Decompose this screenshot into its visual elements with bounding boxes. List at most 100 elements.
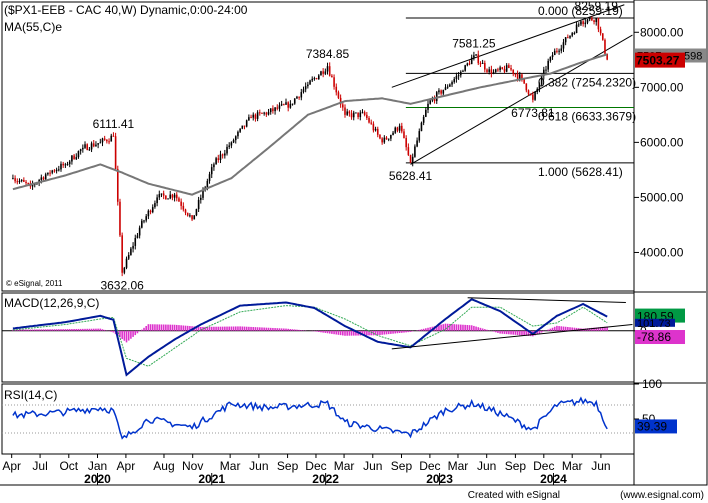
candle-body (418, 131, 421, 141)
candle-body (315, 78, 318, 80)
candle-body (298, 96, 300, 98)
price-y-tick-label: 4000.00 (640, 245, 684, 259)
candle-body (224, 153, 226, 156)
candle-body (420, 122, 423, 132)
candle-body (459, 71, 462, 76)
candle-body (497, 69, 499, 71)
candle-body (293, 98, 296, 104)
candle-body (274, 107, 276, 112)
candle-body (38, 180, 40, 183)
candle-body (241, 125, 244, 129)
candle-body (258, 112, 261, 114)
price-annotation: 7581.25 (452, 36, 496, 50)
last-price-badge (635, 52, 685, 68)
candle-body (444, 87, 447, 90)
fib-label: 0.000 (8259.19) (538, 4, 623, 18)
candle-body (481, 62, 484, 64)
macd-line (12, 298, 608, 377)
candle-body (125, 258, 128, 268)
candle-body (123, 267, 126, 273)
candle-body (182, 205, 185, 210)
price-annotation: 5628.41 (389, 169, 433, 183)
candle-body (328, 66, 331, 76)
candle-body (151, 207, 154, 213)
candle-body (193, 215, 196, 220)
candle-body (352, 112, 355, 118)
candle-body (147, 210, 150, 217)
candle-body (101, 138, 104, 143)
candle-body (132, 245, 134, 249)
candle-body (180, 201, 182, 206)
candle-body (604, 39, 606, 54)
price-y-tick-label: 8000.00 (640, 25, 684, 39)
x-tick-label-month: Jan (88, 459, 107, 473)
candle-body (370, 122, 373, 124)
x-tick-label-year: 2023 (426, 472, 453, 486)
x-tick-label-month: Dec (305, 459, 326, 473)
rsi-legend: RSI(14,C) (4, 388, 57, 402)
fib-label: 0.618 (6633.3679) (538, 110, 636, 124)
candle-body (551, 55, 554, 58)
candle-body (158, 194, 161, 198)
candle-body (239, 128, 241, 132)
candle-body (252, 114, 255, 118)
candle-body (601, 33, 604, 40)
candle-body (508, 65, 510, 69)
ma-55-line (12, 53, 608, 196)
candle-body (309, 80, 311, 85)
candle-body (175, 194, 178, 199)
candle-body (169, 194, 172, 199)
candle-body (200, 197, 202, 200)
candle-body (479, 63, 482, 65)
candle-body (357, 112, 359, 118)
x-tick-label-month: Apr (2, 459, 21, 473)
candle-body (368, 118, 370, 123)
candle-body (280, 104, 283, 106)
candle-body (514, 73, 517, 75)
candle-body (425, 109, 427, 117)
candle-body (324, 71, 327, 74)
hist-value-badge-text: -78.86 (637, 330, 671, 344)
macd-trendline-lower (391, 324, 633, 350)
candle-body (348, 111, 351, 114)
candle-body (42, 177, 45, 180)
candle-body (16, 181, 19, 183)
candle-body (527, 90, 530, 95)
candle-body (103, 138, 106, 140)
candle-body (84, 144, 86, 148)
candle-body (512, 69, 515, 74)
candle-body (536, 88, 539, 92)
candle-body (136, 235, 139, 239)
candle-body (228, 145, 231, 147)
x-tick-label-month: Mar (448, 459, 469, 473)
x-tick-label-month: Sep (391, 459, 413, 473)
candle-body (409, 154, 412, 163)
candle-body (27, 183, 30, 185)
candle-body (51, 170, 54, 173)
candle-body (606, 53, 608, 60)
candle-body (278, 105, 281, 109)
candle-body (217, 158, 220, 161)
copyright: © eSignal, 2011 (6, 279, 63, 288)
candle-body (114, 136, 117, 170)
candle-body (547, 60, 549, 70)
x-tick-label-month: Dec (533, 459, 554, 473)
candle-body (44, 174, 47, 180)
candle-body (55, 169, 58, 172)
candle-body (248, 117, 250, 121)
candle-body (381, 138, 383, 143)
price-annotation: 6773.81 (511, 106, 555, 120)
candle-body (366, 114, 368, 119)
candle-body (206, 180, 209, 188)
candle-body (335, 86, 338, 93)
candle-body (449, 84, 451, 87)
candle-body (173, 194, 176, 198)
candle-body (165, 195, 167, 200)
candle-body (361, 112, 364, 114)
candle-body (245, 120, 248, 127)
candle-body (416, 140, 418, 147)
rsi-y-tick-label: 100 (642, 377, 662, 391)
fib-label: 0.382 (7254.2320) (538, 75, 636, 89)
fib-label: 1.000 (5628.41) (538, 165, 623, 179)
candle-body (396, 127, 399, 131)
